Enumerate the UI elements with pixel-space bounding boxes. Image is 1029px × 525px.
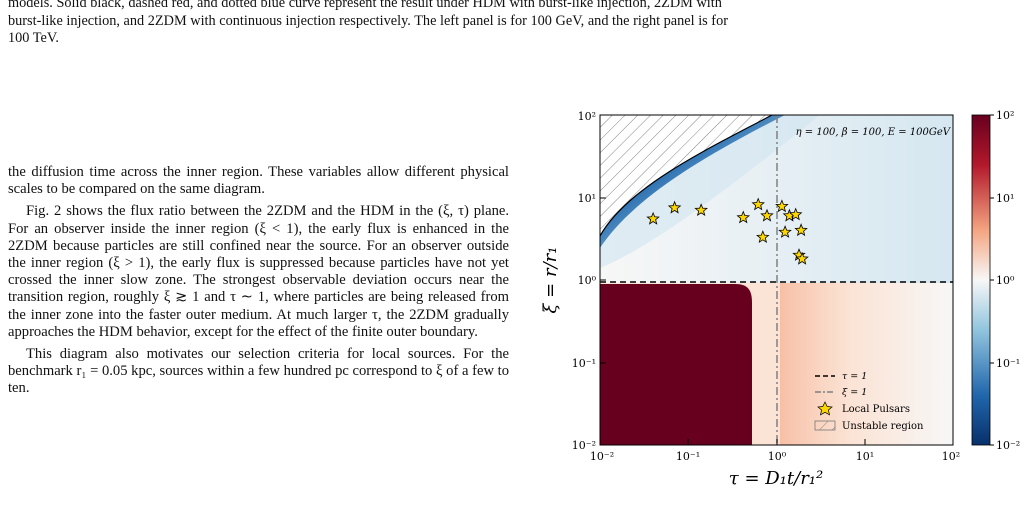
- y-tick-label: 10⁻¹: [572, 357, 596, 370]
- pulsar-star-marker: [736, 210, 751, 224]
- pulsar-markers: [646, 197, 809, 265]
- pulsar-star-marker: [795, 251, 809, 265]
- colorbar-tick-label: 10⁰: [996, 274, 1015, 287]
- pulsar-star-marker: [760, 208, 774, 222]
- y-tick-label: 10²: [578, 110, 596, 123]
- x-axis-label: τ = D₁t/r₁²: [729, 468, 823, 489]
- caption-line: models. Solid black, dashed red, and dot…: [8, 0, 722, 11]
- pulsar-star-marker: [778, 225, 792, 238]
- legend: τ = 1 ξ = 1 Local Pulsars Unstable regio…: [814, 371, 924, 432]
- pulsar-star-marker: [667, 200, 682, 214]
- pulsar-star-marker: [775, 199, 789, 213]
- y-tick-labels: 10² 10¹ 10⁰ 10⁻¹ 10⁻²: [572, 110, 597, 452]
- x-tick-label: 10²: [942, 450, 960, 463]
- star-icon: [817, 401, 833, 416]
- caption-line: 100 TeV.: [8, 30, 59, 46]
- legend-label: τ = 1: [842, 371, 867, 382]
- y-axis-label: ξ = r/r₁: [540, 247, 561, 314]
- axis-ticks: [599, 114, 954, 446]
- paragraph: This diagram also motivates our selectio…: [8, 346, 509, 397]
- legend-label: ξ = 1: [842, 387, 867, 398]
- pulsar-star-marker: [788, 207, 803, 221]
- caption-line: burst-like injection, and 2ZDM with cont…: [8, 12, 728, 29]
- y-tick-label: 10¹: [578, 192, 596, 205]
- paragraph: Fig. 2 shows the flux ratio between the …: [8, 203, 509, 340]
- pulsar-star-marker: [751, 197, 765, 211]
- x-tick-label: 10⁰: [768, 450, 787, 463]
- pulsar-star-marker: [646, 211, 660, 225]
- colorbar-ticks: [990, 114, 994, 446]
- pulsar-star-marker: [794, 223, 808, 237]
- colorbar-tick-label: 10⁻²: [996, 439, 1020, 452]
- pulsar-star-marker: [756, 230, 770, 244]
- colorbar-tick-label: 10⁻¹: [996, 357, 1020, 370]
- paragraph: the diffusion time across the inner regi…: [8, 164, 509, 198]
- figure-caption: models. Solid black, dashed red, and dot…: [8, 0, 1020, 48]
- y-tick-label: 10⁻²: [572, 439, 596, 452]
- y-tick-label: 10⁰: [578, 274, 597, 287]
- parameter-annotation: η = 100, β = 100, E = 100GeV: [796, 127, 952, 138]
- flux-ratio-figure: 10⁻² 10⁻¹ 10⁰ 10¹ 10² 10² 10¹ 10⁰ 10⁻¹ 1…: [540, 109, 1020, 489]
- x-tick-label: 10⁻¹: [676, 450, 700, 463]
- body-text-column: the diffusion time across the inner regi…: [8, 164, 509, 403]
- colorbar-tick-label: 10¹: [996, 192, 1014, 205]
- x-tick-label: 10¹: [856, 450, 874, 463]
- heatmap: [600, 115, 953, 445]
- pulsar-star-marker: [694, 203, 708, 216]
- x-tick-labels: 10⁻² 10⁻¹ 10⁰ 10¹ 10²: [590, 450, 960, 463]
- legend-label: Unstable region: [842, 421, 924, 432]
- x-tick-label: 10⁻²: [590, 450, 614, 463]
- colorbar-tick-labels: 10² 10¹ 10⁰ 10⁻¹ 10⁻²: [996, 109, 1020, 452]
- hatch-swatch: [814, 420, 836, 431]
- colorbar-tick-label: 10²: [996, 109, 1014, 122]
- legend-label: Local Pulsars: [842, 404, 910, 415]
- colorbar: [971, 114, 991, 446]
